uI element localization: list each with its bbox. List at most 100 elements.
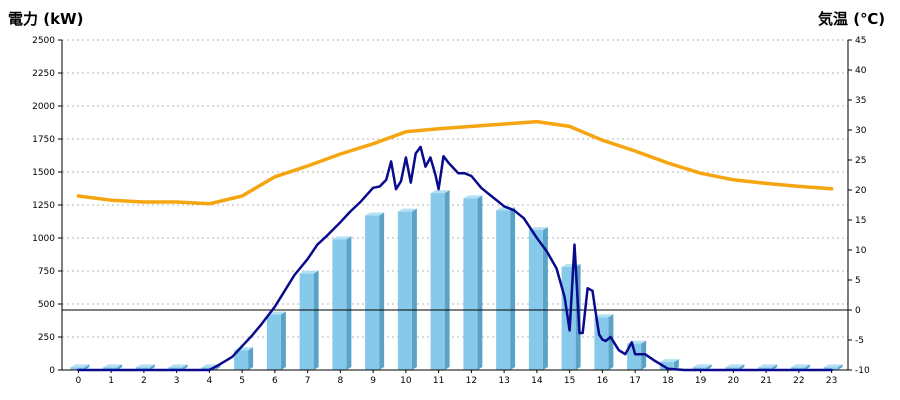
- left-axis-title: 電力 (kW): [8, 10, 83, 28]
- bar-front: [103, 367, 118, 370]
- x-tick-label: 17: [629, 376, 640, 386]
- bar-10: [397, 208, 417, 370]
- bar-top: [594, 314, 614, 318]
- bar-top: [168, 364, 188, 368]
- bar-top: [659, 359, 679, 363]
- x-tick-label: 21: [760, 376, 771, 386]
- x-tick-label: 4: [207, 376, 213, 386]
- bar-side: [379, 212, 385, 370]
- bar-top: [365, 212, 385, 216]
- bar-side: [477, 195, 483, 370]
- bar-0: [70, 364, 90, 370]
- bar-front: [725, 367, 740, 370]
- bar-front: [266, 314, 281, 370]
- right-tick-label: 25: [855, 156, 866, 166]
- bar-top: [823, 364, 843, 368]
- bar-top: [135, 364, 155, 368]
- x-tick-label: 19: [695, 376, 707, 386]
- bar-front: [430, 193, 445, 370]
- bar-12: [463, 195, 483, 370]
- left-tick-label: 2500: [32, 36, 55, 46]
- bar-side: [149, 364, 155, 370]
- bar-side: [510, 207, 516, 370]
- x-tick-label: 16: [597, 376, 609, 386]
- bar-front: [496, 210, 511, 370]
- bar-front: [659, 362, 674, 370]
- gridlines: [62, 39, 848, 338]
- bar-side: [117, 364, 123, 370]
- bar-18: [659, 359, 679, 370]
- bar-13: [496, 207, 516, 370]
- left-tick-label: 2000: [32, 102, 55, 112]
- bar-7: [299, 270, 319, 370]
- right-tick-label: 0: [855, 306, 861, 316]
- bar-top: [397, 208, 417, 212]
- bar-front: [528, 230, 543, 370]
- bar-top: [430, 190, 450, 194]
- x-tick-label: 15: [564, 376, 575, 386]
- bar-23: [823, 364, 843, 370]
- bar-top: [790, 364, 810, 368]
- x-tick-label: 20: [728, 376, 740, 386]
- bar-front: [397, 211, 412, 370]
- bar-side: [706, 364, 712, 370]
- left-tick-label: 0: [49, 366, 55, 376]
- right-tick-label: 15: [855, 216, 866, 226]
- bar-3: [168, 364, 188, 370]
- bar-top: [103, 364, 123, 368]
- left-tick-label: 1000: [32, 234, 55, 244]
- bar-top: [725, 364, 745, 368]
- bar-top: [463, 195, 483, 199]
- x-tick-label: 0: [76, 376, 82, 386]
- bar-side: [804, 364, 810, 370]
- left-tick-label: 1750: [32, 135, 55, 145]
- right-tick-label: 40: [855, 66, 867, 76]
- x-tick-label: 3: [174, 376, 180, 386]
- x-tick-label: 22: [793, 376, 804, 386]
- bar-side: [739, 364, 745, 370]
- left-tick-label: 750: [38, 267, 55, 277]
- bar-front: [823, 367, 838, 370]
- bar-17: [627, 340, 647, 370]
- bar-side: [280, 311, 286, 370]
- bar-20: [725, 364, 745, 370]
- left-tick-label: 1500: [32, 168, 55, 178]
- lines: [76, 119, 834, 372]
- power-line: [77, 145, 833, 372]
- right-axis-title: 気温 (℃): [818, 10, 885, 28]
- bar-8: [332, 236, 352, 370]
- axes: 02505007501000125015001750200022502500-1…: [32, 36, 870, 386]
- x-tick-label: 10: [400, 376, 412, 386]
- right-tick-label: 20: [855, 186, 867, 196]
- power-bars: [70, 190, 843, 370]
- bar-side: [84, 364, 90, 370]
- bar-front: [758, 367, 773, 370]
- bar-top: [692, 364, 712, 368]
- bar-14: [528, 227, 548, 370]
- bar-22: [790, 364, 810, 370]
- bar-front: [234, 350, 249, 370]
- bar-6: [266, 311, 286, 370]
- bar-top: [70, 364, 90, 368]
- bar-top: [528, 227, 548, 231]
- left-tick-label: 1250: [32, 201, 55, 211]
- x-tick-label: 1: [108, 376, 114, 386]
- left-tick-label: 2250: [32, 69, 55, 79]
- bar-side: [248, 347, 254, 370]
- bar-side: [772, 364, 778, 370]
- x-tick-label: 11: [433, 376, 444, 386]
- bar-front: [365, 215, 380, 370]
- x-tick-label: 18: [662, 376, 674, 386]
- right-tick-label: 10: [855, 246, 867, 256]
- x-tick-label: 7: [305, 376, 311, 386]
- left-tick-label: 250: [38, 333, 55, 343]
- bar-top: [332, 236, 352, 240]
- right-tick-label: -10: [855, 366, 870, 376]
- bar-11: [430, 190, 450, 370]
- right-tick-label: 30: [855, 126, 867, 136]
- x-tick-label: 6: [272, 376, 278, 386]
- x-tick-label: 8: [338, 376, 344, 386]
- bar-front: [332, 239, 347, 370]
- bar-side: [444, 190, 450, 370]
